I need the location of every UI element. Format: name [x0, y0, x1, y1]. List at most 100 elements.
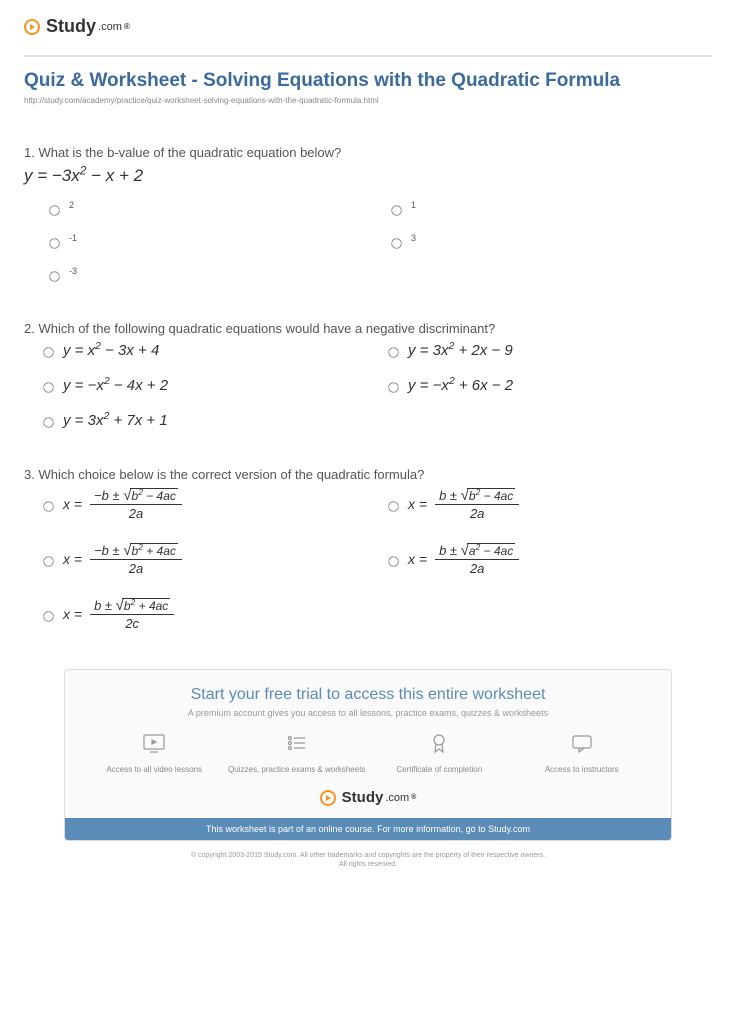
num-pre: −b ±	[94, 543, 123, 558]
logo-tld: .com	[98, 21, 122, 33]
question-3: 3. Which choice below is the correct ver…	[24, 467, 712, 631]
q1-opt-d-text: 3	[411, 233, 416, 243]
q1-opt-c-text: -1	[69, 233, 77, 243]
chat-icon	[568, 732, 596, 754]
fraction: b ± √b2 + 4ac 2c	[90, 598, 174, 631]
radio-input[interactable]	[43, 611, 53, 621]
features-row: Access to all video lessons Quizzes, pra…	[83, 732, 653, 775]
q2-opt-e-eq: y = 3x2 + 7x + 1	[63, 412, 168, 429]
q2-opt-a-eq: y = x2 − 3x + 4	[63, 342, 159, 359]
radio-input[interactable]	[43, 347, 53, 357]
q3-option-c[interactable]: x = −b ± √b2 + 4ac 2a	[42, 543, 367, 576]
q2-option-d[interactable]: y = −x2 + 6x − 2	[387, 377, 712, 394]
trial-sub: A premium account gives you access to al…	[83, 708, 653, 718]
question-2: 2. Which of the following quadratic equa…	[24, 321, 712, 429]
q2-option-e[interactable]: y = 3x2 + 7x + 1	[42, 412, 367, 429]
q2-prompt: Which of the following quadratic equatio…	[38, 321, 495, 336]
sqrt-icon: √b2 − 4ac	[461, 488, 516, 503]
q3-options: x = −b ± √b2 − 4ac 2a x = b ± √b2 − 4ac …	[24, 488, 712, 631]
radio-input[interactable]	[388, 556, 398, 566]
checklist-icon	[283, 732, 311, 754]
question-1: 1. What is the b-value of the quadratic …	[24, 145, 712, 283]
q2-opt-b-eq: y = 3x2 + 2x − 9	[408, 342, 513, 359]
q2-number: 2.	[24, 321, 35, 336]
radio-input[interactable]	[49, 238, 59, 248]
q2-opt-d-eq: y = −x2 + 6x − 2	[408, 377, 513, 394]
q1-option-c[interactable]: -1	[48, 233, 370, 250]
feature-video: Access to all video lessons	[83, 732, 226, 775]
q3-option-a[interactable]: x = −b ± √b2 − 4ac 2a	[42, 488, 367, 521]
q3-number: 3.	[24, 467, 35, 482]
fraction: −b ± √b2 + 4ac 2a	[90, 543, 182, 576]
num-pre: b ±	[94, 598, 116, 613]
copyright-line2: All rights reserved.	[24, 860, 712, 869]
x-equals: x =	[408, 551, 427, 567]
denominator: 2a	[470, 505, 484, 521]
radio-input[interactable]	[388, 501, 398, 511]
sqrt-icon: √a2 − 4ac	[461, 543, 516, 558]
q1-options: 2 1 -1 3 -3	[24, 200, 712, 283]
denominator: 2a	[129, 560, 143, 576]
radio-input[interactable]	[43, 556, 53, 566]
radio-input[interactable]	[391, 205, 401, 215]
play-icon	[24, 19, 40, 35]
sqrt-icon: √b2 − 4ac	[123, 488, 178, 503]
radio-input[interactable]	[391, 238, 401, 248]
feat2-text: Quizzes, practice exams & worksheets	[226, 765, 369, 775]
q1-option-e[interactable]: -3	[48, 266, 370, 283]
q2-option-c[interactable]: y = −x2 − 4x + 2	[42, 377, 367, 394]
trial-title: Start your free trial to access this ent…	[83, 686, 653, 704]
num-pre: −b ±	[94, 488, 123, 503]
radio-input[interactable]	[43, 501, 53, 511]
sqrt-icon: √b2 + 4ac	[123, 543, 178, 558]
radio-input[interactable]	[388, 382, 398, 392]
logo-tld: .com	[385, 792, 409, 804]
sqrt-icon: √b2 + 4ac	[116, 598, 171, 613]
q2-opt-c-eq: y = −x2 − 4x + 2	[63, 377, 168, 394]
question-2-text: 2. Which of the following quadratic equa…	[24, 321, 712, 336]
copyright-line1: © copyright 2003-2015 Study.com. All oth…	[24, 851, 712, 860]
radio-input[interactable]	[49, 271, 59, 281]
q3-option-b[interactable]: x = b ± √b2 − 4ac 2a	[387, 488, 712, 521]
logo-reg: ®	[124, 22, 130, 31]
radio-input[interactable]	[43, 417, 53, 427]
radio-input[interactable]	[43, 382, 53, 392]
q3-option-d[interactable]: x = b ± √a2 − 4ac 2a	[387, 543, 712, 576]
q3-option-e[interactable]: x = b ± √b2 + 4ac 2c	[42, 598, 367, 631]
feature-certificate: Certificate of completion	[368, 732, 511, 775]
denominator: 2c	[125, 615, 139, 631]
logo: Study.com®	[24, 16, 712, 37]
q1-option-a[interactable]: 2	[48, 200, 370, 217]
num-pre: b ±	[439, 488, 461, 503]
page-url: http://study.com/academy/practice/quiz-w…	[24, 96, 712, 105]
feature-instructor: Access to instructors	[511, 732, 654, 775]
q3-prompt: Which choice below is the correct versio…	[38, 467, 424, 482]
num-pre: b ±	[439, 543, 461, 558]
q1-option-b[interactable]: 1	[390, 200, 712, 217]
logo-brand: Study	[46, 16, 96, 37]
page-title: Quiz & Worksheet - Solving Equations wit…	[24, 55, 712, 94]
q2-options: y = x2 − 3x + 4 y = 3x2 + 2x − 9 y = −x2…	[24, 342, 712, 429]
feature-quiz: Quizzes, practice exams & worksheets	[226, 732, 369, 775]
feat3-text: Certificate of completion	[368, 765, 511, 775]
q2-option-b[interactable]: y = 3x2 + 2x − 9	[387, 342, 712, 359]
radio-input[interactable]	[388, 347, 398, 357]
certificate-icon	[425, 732, 453, 754]
video-icon	[140, 732, 168, 754]
feat4-text: Access to instructors	[511, 765, 654, 775]
q2-option-a[interactable]: y = x2 − 3x + 4	[42, 342, 367, 359]
radio-input[interactable]	[49, 205, 59, 215]
fraction: b ± √a2 − 4ac 2a	[435, 543, 519, 576]
question-3-text: 3. Which choice below is the correct ver…	[24, 467, 712, 482]
q1-opt-e-text: -3	[69, 266, 77, 276]
q1-equation: y = −3x2 − x + 2	[24, 166, 712, 186]
q1-option-d[interactable]: 3	[390, 233, 712, 250]
fraction: b ± √b2 − 4ac 2a	[435, 488, 519, 521]
trial-logo: Study.com®	[83, 789, 653, 806]
q1-prompt: What is the b-value of the quadratic equ…	[38, 145, 341, 160]
q1-opt-b-text: 1	[411, 200, 416, 210]
copyright: © copyright 2003-2015 Study.com. All oth…	[24, 851, 712, 869]
q1-number: 1.	[24, 145, 35, 160]
denominator: 2a	[470, 560, 484, 576]
q1-opt-a-text: 2	[69, 200, 74, 210]
